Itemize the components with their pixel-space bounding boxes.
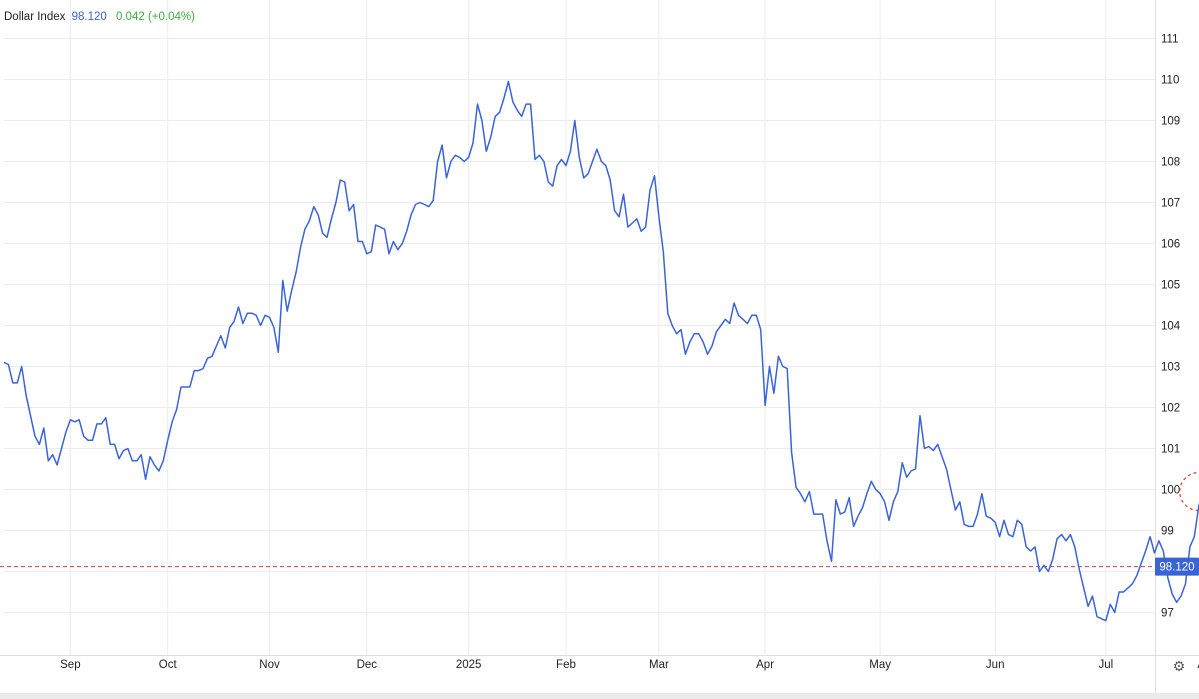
- last-value-label: 98.120: [1159, 562, 1194, 574]
- y-tick-label: 103: [1161, 362, 1180, 374]
- x-tick-label: Jul: [1098, 659, 1113, 671]
- x-tick-label: Jun: [986, 659, 1005, 671]
- y-tick-label: 110: [1161, 75, 1179, 87]
- y-tick-label: 101: [1161, 444, 1180, 456]
- x-tick-label: Aug: [1197, 659, 1199, 671]
- legend-symbol-name: Dollar Index: [4, 11, 66, 23]
- x-tick-label: 2025: [456, 659, 482, 671]
- y-tick-label: 109: [1161, 116, 1180, 128]
- y-tick-label: 108: [1161, 157, 1180, 169]
- highlight-circle: [1179, 471, 1199, 512]
- chart-legend: Dollar Index 98.120 0.042 (+0.04%): [4, 11, 195, 23]
- x-tick-label: Sep: [60, 659, 80, 671]
- y-tick-label: 104: [1161, 321, 1181, 333]
- y-tick-label: 99: [1161, 526, 1174, 538]
- y-tick-label: 102: [1161, 403, 1180, 415]
- x-tick-label: Dec: [357, 659, 378, 671]
- x-tick-label: Oct: [159, 659, 178, 671]
- y-tick-label: 105: [1161, 280, 1180, 292]
- y-tick-label: 107: [1161, 198, 1180, 210]
- y-tick-label: 111: [1161, 34, 1178, 46]
- y-tick-label: 100: [1161, 485, 1180, 497]
- x-tick-label: Apr: [756, 659, 774, 671]
- x-tick-label: May: [869, 659, 891, 671]
- last-value-badge: [1155, 557, 1199, 576]
- bottom-scroll-strip: [0, 693, 1199, 699]
- x-tick-label: Feb: [556, 659, 576, 671]
- gear-icon[interactable]: ⚙: [1172, 658, 1186, 674]
- x-tick-label: Nov: [259, 659, 280, 671]
- x-tick-label: Mar: [649, 659, 669, 671]
- legend-price: 98.120: [71, 11, 107, 23]
- y-tick-label: 106: [1161, 239, 1180, 251]
- series-line-dollar-index[interactable]: [3, 80, 1199, 622]
- y-tick-label: 97: [1161, 608, 1174, 620]
- legend-change: 0.042 (+0.04%): [115, 11, 195, 23]
